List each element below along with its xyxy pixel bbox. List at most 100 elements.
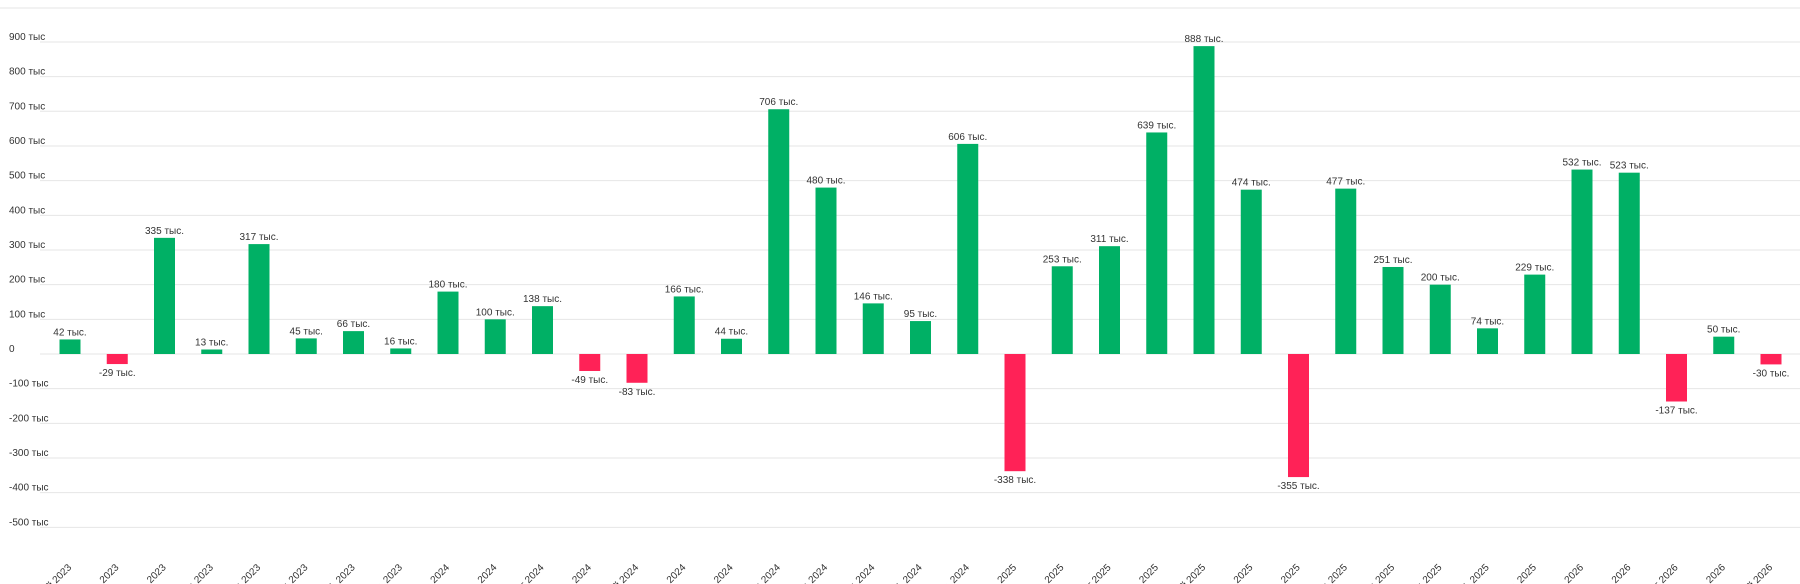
data-label: 480 тыс. [806, 176, 845, 187]
bar[interactable] [1524, 274, 1546, 354]
x-tick-label: окт. 2023 [273, 562, 310, 584]
data-label: 100 тыс. [476, 307, 515, 318]
data-label: -49 тыс. [571, 375, 608, 386]
y-tick-label: 500 тыс [9, 171, 45, 182]
bar[interactable] [579, 354, 601, 371]
bar[interactable] [1193, 46, 1215, 354]
x-tick-label: апр. 2024 [555, 562, 594, 584]
data-label: 251 тыс. [1373, 255, 1412, 266]
y-tick-label: 900 тыс [9, 32, 45, 43]
bar[interactable] [1760, 354, 1782, 365]
data-label: 532 тыс. [1562, 158, 1601, 169]
x-tick-label: нояб. 2024 [881, 561, 925, 584]
data-label: 200 тыс. [1421, 273, 1460, 284]
y-tick-label: 600 тыс [9, 136, 45, 147]
y-axis: 900 тыс 800 тыс 700 тыс 600 тыс 500 тыс 400 т… [9, 32, 49, 528]
bar[interactable] [59, 339, 81, 354]
data-label: -338 тыс. [994, 475, 1036, 486]
bar[interactable] [106, 354, 128, 365]
bar[interactable] [1288, 354, 1309, 478]
bar[interactable] [721, 338, 742, 354]
bar[interactable] [815, 187, 837, 354]
bar[interactable] [437, 291, 459, 354]
x-tick-label: июль 2024 [693, 562, 736, 584]
data-label: -355 тыс. [1277, 481, 1319, 492]
x-tick-label: сент. 2023 [222, 562, 264, 584]
bar[interactable] [1146, 132, 1168, 354]
x-tick-label: февр. 2024 [454, 561, 500, 584]
bar[interactable] [343, 331, 364, 354]
bar[interactable] [1335, 188, 1357, 354]
data-label: 95 тыс. [904, 309, 937, 320]
data-label: 523 тыс. [1610, 161, 1649, 172]
bar[interactable] [154, 237, 175, 354]
data-labels: 42 тыс. -29 тыс. 335 тыс. 13 тыс. 317 тыс. 45… [53, 34, 1789, 492]
bar[interactable] [673, 296, 695, 354]
y-tick-label: -200 тыс [9, 413, 49, 424]
data-label: 311 тыс. [1090, 234, 1128, 245]
x-tick-label: март 2025 [1072, 562, 1114, 584]
y-tick-label: 400 тыс [9, 205, 45, 216]
x-tick-label: июнь 2025 [1213, 562, 1256, 584]
data-label: 706 тыс. [759, 97, 798, 108]
bar[interactable] [201, 349, 223, 354]
bar[interactable] [390, 348, 412, 354]
x-tick-label: авг. 2024 [746, 562, 783, 584]
bar[interactable] [248, 244, 270, 354]
data-label: 66 тыс. [337, 319, 370, 330]
bar[interactable] [1382, 266, 1404, 354]
bar[interactable] [1618, 172, 1640, 354]
y-tick-label: 300 тыс [9, 240, 45, 251]
x-tick-label: нояб. 2023 [314, 561, 358, 584]
bar[interactable] [862, 303, 884, 354]
bar[interactable] [1099, 246, 1120, 354]
y-tick-label: 100 тыс [9, 309, 45, 320]
grid-lines [40, 41, 1800, 528]
x-tick-label: июнь 2023 [79, 562, 122, 584]
x-tick-label: май 2024 [603, 562, 642, 584]
y-tick-label: 200 тыс [9, 275, 45, 286]
x-tick-label: авг. 2025 [1313, 562, 1350, 584]
x-axis: май 2023 июнь 2023 июль 2023 авг. 2023 сент.… [36, 561, 1776, 584]
x-tick-label: май 2026 [1737, 562, 1776, 584]
x-tick-label: февр. 2026 [1588, 561, 1634, 584]
bar[interactable] [1713, 336, 1735, 354]
x-tick-label: март 2024 [505, 562, 547, 584]
bar[interactable] [1429, 284, 1451, 354]
data-label: 44 тыс. [715, 327, 748, 338]
x-tick-label: янв. 2024 [413, 562, 452, 584]
bar[interactable] [1571, 169, 1593, 354]
bar[interactable] [532, 306, 553, 354]
data-label: 138 тыс. [523, 294, 562, 305]
y-tick-label: -100 тыс [9, 379, 49, 390]
data-label: -29 тыс. [99, 368, 136, 379]
data-label: 888 тыс. [1184, 34, 1223, 45]
y-tick-label: -500 тыс [9, 517, 49, 528]
x-tick-label: июль 2025 [1260, 562, 1303, 584]
data-label: 50 тыс. [1707, 325, 1740, 336]
bar[interactable] [1477, 328, 1498, 354]
data-label: 253 тыс. [1043, 254, 1082, 265]
x-tick-label: янв. 2025 [980, 562, 1019, 584]
bar[interactable] [1051, 266, 1073, 354]
x-tick-label: сент. 2025 [1356, 562, 1398, 584]
x-tick-label: дек. 2025 [1500, 562, 1539, 584]
bar[interactable] [1240, 189, 1262, 354]
x-tick-label: авг. 2023 [179, 562, 216, 584]
x-tick-label: май 2025 [1170, 562, 1209, 584]
bar[interactable] [1004, 354, 1026, 472]
bar[interactable] [957, 143, 979, 354]
bars [59, 46, 1782, 478]
data-label: 477 тыс. [1326, 177, 1365, 188]
bar[interactable] [626, 354, 648, 383]
bar[interactable] [1666, 354, 1687, 402]
bar[interactable] [768, 109, 790, 354]
bar[interactable] [484, 319, 506, 354]
data-label: 180 тыс. [428, 280, 467, 291]
x-tick-label: окт. 2024 [840, 562, 877, 584]
data-label: 166 тыс. [665, 284, 704, 295]
bar[interactable] [910, 321, 931, 354]
bar[interactable] [295, 338, 317, 354]
data-label: 606 тыс. [948, 132, 987, 143]
y-tick-label: 700 тыс [9, 101, 45, 112]
